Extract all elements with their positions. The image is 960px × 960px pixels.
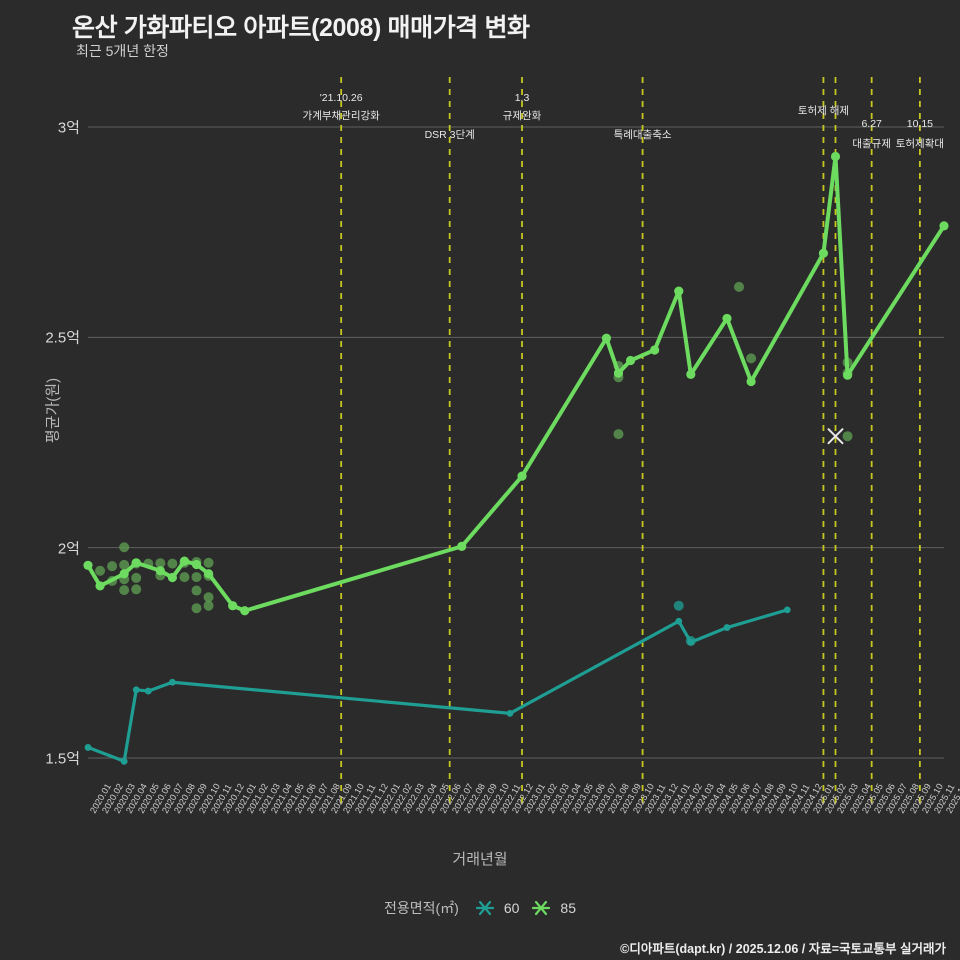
- y-axis-tick: 3억: [57, 119, 80, 137]
- data-point-85[interactable]: [155, 566, 165, 576]
- data-point-85[interactable]: [457, 541, 467, 551]
- data-point-85[interactable]: [203, 569, 214, 579]
- data-point-85[interactable]: [83, 560, 93, 570]
- scatter-point[interactable]: [673, 600, 684, 611]
- page-title: 온산 가화파티오 아파트(2008) 매매가격 변화: [72, 14, 530, 42]
- legend-label-85: 85: [560, 900, 576, 916]
- data-point-85[interactable]: [179, 556, 190, 566]
- data-point-60[interactable]: [168, 678, 176, 686]
- annotation-label: DSR 3단계: [424, 129, 475, 141]
- y-axis-tick: 2억: [57, 540, 80, 558]
- data-point-60[interactable]: [144, 687, 152, 695]
- data-point-60[interactable]: [506, 709, 514, 717]
- legend-title: 전용면적(㎡): [383, 900, 459, 916]
- data-point-85[interactable]: [167, 572, 177, 583]
- data-point-85[interactable]: [517, 471, 527, 481]
- annotation-label: 규제완화: [502, 110, 542, 122]
- data-point-85[interactable]: [228, 601, 238, 611]
- data-point-85[interactable]: [686, 369, 696, 379]
- annotation-date: 1.3: [514, 92, 530, 104]
- scatter-point[interactable]: [167, 558, 178, 569]
- scatter-point[interactable]: [131, 584, 142, 595]
- x-axis-title: 거래년월: [452, 851, 508, 868]
- scatter-point[interactable]: [191, 603, 202, 614]
- scatter-point[interactable]: [155, 558, 166, 569]
- scatter-point[interactable]: [191, 585, 202, 596]
- annotation-date: 10.15: [906, 118, 934, 130]
- y-axis-title: 평균가(원): [44, 377, 62, 444]
- chart-legend: 전용면적(㎡) 60 85: [0, 898, 960, 918]
- annotation-label: 대출규제: [852, 138, 891, 150]
- annotation-label: 토허제확대: [895, 138, 945, 150]
- scatter-point[interactable]: [119, 559, 130, 570]
- scatter-point[interactable]: [203, 592, 214, 603]
- series-line-85: [86, 154, 946, 613]
- data-point-60[interactable]: [675, 617, 683, 625]
- data-point-60[interactable]: [783, 606, 791, 614]
- scatter-point[interactable]: [131, 572, 142, 583]
- legend-item-60[interactable]: 60: [474, 899, 520, 917]
- data-point-85[interactable]: [601, 333, 612, 343]
- star-marker-60-icon: [475, 900, 494, 916]
- data-point-60[interactable]: [120, 757, 128, 765]
- x-cross-marker-icon: [827, 428, 844, 445]
- data-point-85[interactable]: [722, 313, 732, 324]
- data-point-85[interactable]: [818, 248, 829, 258]
- scatter-point[interactable]: [842, 431, 853, 442]
- scatter-point[interactable]: [734, 281, 745, 292]
- data-point-60[interactable]: [723, 624, 731, 631]
- series-line-60: [86, 608, 789, 763]
- data-point-85[interactable]: [939, 221, 949, 231]
- annotation-date: 6.27: [861, 118, 882, 130]
- annotation-label: 특례대출축소: [613, 129, 672, 141]
- data-point-85[interactable]: [240, 606, 250, 616]
- data-point-85[interactable]: [650, 345, 660, 355]
- scatter-point[interactable]: [191, 572, 202, 583]
- data-point-85[interactable]: [95, 581, 105, 591]
- data-point-85[interactable]: [613, 368, 624, 378]
- data-point-85[interactable]: [191, 559, 202, 570]
- y-axis-tick: 1.5억: [45, 750, 80, 768]
- y-axis-tick: 2.5억: [45, 329, 80, 347]
- legend-label-60: 60: [503, 900, 520, 916]
- scatter-point[interactable]: [613, 429, 624, 440]
- annotation-label: 토허제 해제: [797, 105, 850, 117]
- data-point-85[interactable]: [842, 370, 853, 380]
- data-point-85[interactable]: [830, 151, 841, 162]
- data-point-60[interactable]: [84, 744, 92, 751]
- annotation-label: 가계부채관리강화: [302, 110, 380, 122]
- scatter-point[interactable]: [107, 561, 118, 572]
- scatter-point[interactable]: [119, 585, 130, 596]
- page-subtitle: 최근 5개년 한정: [76, 43, 169, 59]
- scatter-point[interactable]: [119, 542, 130, 553]
- scatter-point[interactable]: [203, 557, 214, 568]
- footer-credit: ©디아파트(dapt.kr) / 2025.12.06 / 자료=국토교통부 실…: [620, 942, 946, 956]
- legend-item-85[interactable]: 85: [530, 899, 576, 917]
- data-point-85[interactable]: [119, 569, 129, 579]
- scatter-point[interactable]: [203, 600, 214, 611]
- scatter-point[interactable]: [746, 353, 757, 364]
- data-point-60[interactable]: [687, 638, 695, 646]
- data-point-85[interactable]: [674, 286, 684, 296]
- annotation-date: '21.10.26: [319, 92, 363, 104]
- data-point-85[interactable]: [131, 558, 141, 568]
- scatter-point[interactable]: [179, 572, 190, 583]
- data-point-60[interactable]: [132, 686, 140, 694]
- scatter-point[interactable]: [95, 565, 106, 576]
- data-point-85[interactable]: [746, 376, 756, 387]
- data-point-85[interactable]: [625, 355, 636, 366]
- star-marker-85-icon: [532, 900, 551, 916]
